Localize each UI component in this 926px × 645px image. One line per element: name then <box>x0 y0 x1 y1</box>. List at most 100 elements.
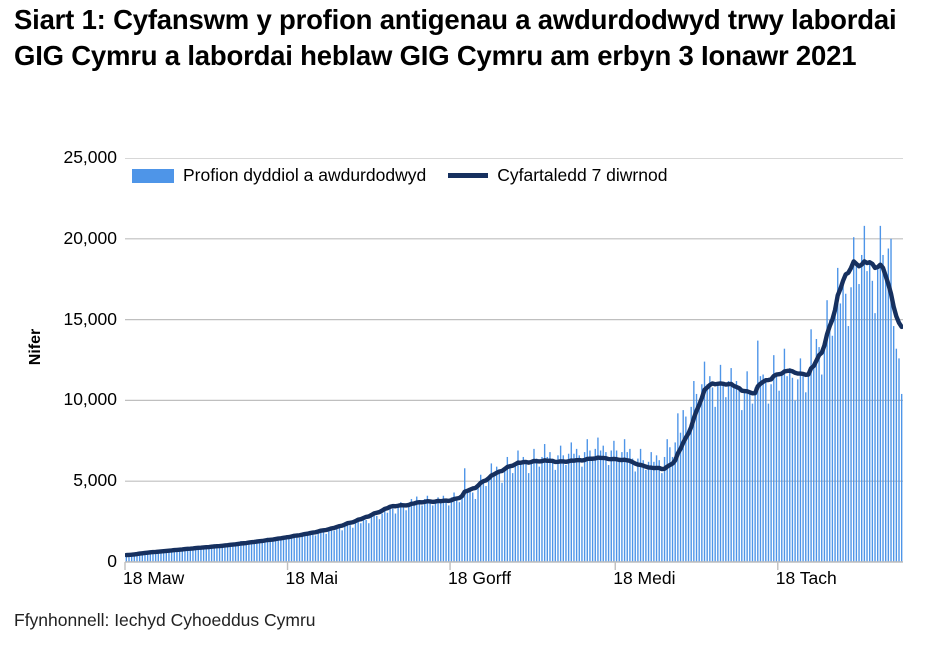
bar <box>242 542 245 562</box>
bar <box>650 452 652 562</box>
bar <box>671 456 674 562</box>
bar <box>701 384 703 562</box>
bar <box>722 384 724 562</box>
bar <box>440 502 442 562</box>
bar <box>306 535 309 562</box>
bar <box>277 537 279 562</box>
bar <box>317 531 319 562</box>
bar <box>320 529 322 562</box>
bar <box>362 517 365 562</box>
bar <box>229 542 231 562</box>
bar <box>637 458 639 562</box>
bar <box>546 456 548 562</box>
bar <box>495 466 498 562</box>
bar <box>245 543 247 562</box>
bar <box>186 548 189 562</box>
bar <box>328 530 330 562</box>
bar <box>224 543 226 562</box>
bar <box>397 505 399 562</box>
bar <box>304 533 306 562</box>
bar <box>738 390 740 562</box>
bar <box>218 546 221 562</box>
bar <box>168 550 170 562</box>
bar <box>850 287 852 562</box>
bar <box>410 498 413 562</box>
bar <box>469 489 471 562</box>
bar <box>493 474 495 562</box>
bar <box>336 526 338 562</box>
bar <box>775 374 778 562</box>
bar <box>871 280 874 562</box>
bar <box>365 519 367 562</box>
bar <box>128 557 130 562</box>
bar <box>522 456 525 562</box>
bar <box>178 550 181 562</box>
bar <box>136 555 138 562</box>
bar <box>762 374 764 562</box>
bar <box>381 513 383 562</box>
bar <box>194 546 197 562</box>
bar <box>845 293 847 562</box>
bar <box>458 502 461 562</box>
bar <box>842 280 844 562</box>
bar <box>754 387 756 562</box>
x-axis-tick-label: 18 Gorff <box>448 568 511 588</box>
bar <box>786 376 788 562</box>
bar <box>767 403 770 562</box>
bar <box>266 537 269 562</box>
bar <box>274 538 277 562</box>
bar <box>557 455 559 562</box>
bar <box>890 238 892 562</box>
bar <box>757 340 759 562</box>
y-axis-tick-labels: 0 5,000 10,000 15,000 20,000 25,000 <box>0 0 117 645</box>
bar <box>794 400 796 562</box>
bar <box>853 237 855 562</box>
bar <box>264 539 266 562</box>
bar <box>781 374 783 562</box>
bar <box>765 381 767 562</box>
bar <box>583 452 586 562</box>
bar <box>621 452 623 562</box>
bar <box>826 300 828 562</box>
bar <box>152 551 154 562</box>
bar <box>677 413 679 562</box>
bar <box>613 440 615 562</box>
bar <box>221 544 223 562</box>
bar <box>282 536 285 562</box>
bar <box>599 450 602 562</box>
legend-entry-bar: Profion dyddiol a awdurdodwyd <box>132 166 426 185</box>
bar <box>847 326 850 562</box>
bar <box>869 261 871 562</box>
bar <box>368 523 370 562</box>
bar <box>749 390 751 562</box>
bar <box>344 524 346 562</box>
bar <box>892 326 895 562</box>
bar <box>269 539 271 562</box>
bar <box>821 374 823 562</box>
bar <box>562 455 564 562</box>
bar <box>618 461 620 562</box>
bar <box>157 551 159 562</box>
bar <box>232 543 234 562</box>
bar <box>514 463 517 562</box>
bar <box>778 390 780 562</box>
legend-line-swatch-icon <box>448 173 489 179</box>
bar <box>541 456 543 562</box>
bar <box>855 261 858 562</box>
legend-label-line: Cyfartaledd 7 diwrnod <box>497 165 668 185</box>
bar <box>647 461 650 562</box>
bar <box>719 364 722 562</box>
bar <box>384 508 386 562</box>
bar <box>200 548 202 562</box>
bar <box>490 463 493 562</box>
bar <box>783 348 786 562</box>
bar <box>165 549 167 562</box>
bar <box>192 547 194 562</box>
bar <box>586 439 588 562</box>
bar <box>823 342 826 562</box>
bar <box>810 329 812 562</box>
bar <box>296 536 298 562</box>
bar <box>735 381 738 562</box>
bar <box>543 444 546 562</box>
bar <box>517 450 519 562</box>
